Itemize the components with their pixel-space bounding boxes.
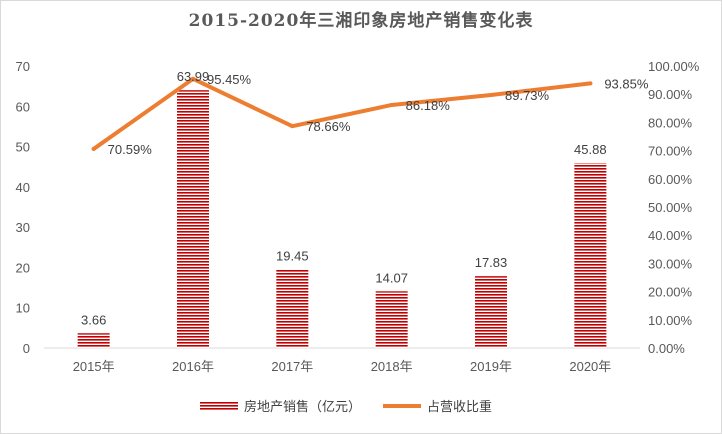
bar <box>276 269 309 348</box>
line-point <box>588 81 593 86</box>
right-tick-label: 20.00% <box>648 285 693 300</box>
bar-series <box>77 90 607 348</box>
left-tick-label: 30 <box>16 220 30 235</box>
right-tick-label: 40.00% <box>648 228 693 243</box>
bar <box>77 333 110 348</box>
right-tick-label: 90.00% <box>648 87 693 102</box>
data-labels: 3.66 63.99 19.45 14.07 17.83 45.88 70.59% 95.45… <box>81 69 649 327</box>
bar-data-label: 14.07 <box>375 270 408 285</box>
legend-bar-swatch <box>200 401 238 411</box>
right-tick-label: 30.00% <box>648 256 693 271</box>
left-tick-label: 0 <box>23 341 30 356</box>
line-point <box>91 146 96 151</box>
right-tick-label: 10.00% <box>648 313 693 328</box>
right-tick-label: 80.00% <box>648 115 693 130</box>
bar <box>475 276 507 348</box>
line-path <box>91 76 593 151</box>
line-data-label: 93.85% <box>604 76 649 91</box>
left-tick-label: 40 <box>16 180 30 195</box>
line-data-label: 70.59% <box>108 142 153 157</box>
line-point <box>191 76 195 81</box>
right-tick-label: 50.00% <box>648 200 693 215</box>
line-series <box>91 76 593 151</box>
bar-data-label: 3.66 <box>81 312 106 327</box>
x-tick-label: 2018年 <box>371 359 413 374</box>
right-axis: 0.00% 10.00% 20.00% 30.00% 40.00% 50.00% 60.00… <box>648 59 700 356</box>
bar-data-label: 63.99 <box>177 69 210 84</box>
right-tick-label: 100.00% <box>648 59 700 74</box>
right-tick-label: 0.00% <box>648 341 685 356</box>
left-tick-label: 10 <box>16 301 30 316</box>
legend: 房地产销售（亿元） 占营收比重 <box>200 399 492 414</box>
x-tick-label: 2015年 <box>73 359 115 374</box>
x-tick-label: 2020年 <box>569 359 611 374</box>
bar-data-label: 19.45 <box>276 249 309 264</box>
legend-line-label: 占营收比重 <box>427 399 492 414</box>
left-tick-label: 60 <box>16 99 30 114</box>
line-point <box>389 102 394 107</box>
legend-bar-label: 房地产销售（亿元） <box>244 399 361 414</box>
bar <box>177 90 209 348</box>
bar <box>574 163 607 348</box>
left-axis: 0 10 20 30 40 50 60 70 <box>16 59 30 356</box>
x-axis: 2015年 2016年 2017年 2018年 2019年 2020年 <box>73 359 612 374</box>
left-tick-label: 50 <box>16 140 30 155</box>
line-data-label: 78.66% <box>306 119 351 134</box>
left-tick-label: 20 <box>16 260 30 275</box>
left-tick-label: 70 <box>16 59 30 74</box>
bar-data-label: 45.88 <box>574 142 607 157</box>
bar <box>375 291 408 348</box>
right-tick-label: 60.00% <box>648 172 693 187</box>
x-tick-label: 2019年 <box>470 359 512 374</box>
x-tick-label: 2017年 <box>271 359 313 374</box>
right-tick-label: 70.00% <box>648 144 693 159</box>
bar-data-label: 17.83 <box>475 255 508 270</box>
line-point <box>489 92 493 97</box>
x-tick-label: 2016年 <box>172 359 214 374</box>
chart-title: 2015-2020年三湘印象房地产销售变化表 <box>189 10 534 31</box>
line-point <box>290 124 295 129</box>
line-data-label: 89.73% <box>505 88 550 103</box>
line-data-label: 86.18% <box>406 98 451 113</box>
line-data-label: 95.45% <box>207 72 252 87</box>
